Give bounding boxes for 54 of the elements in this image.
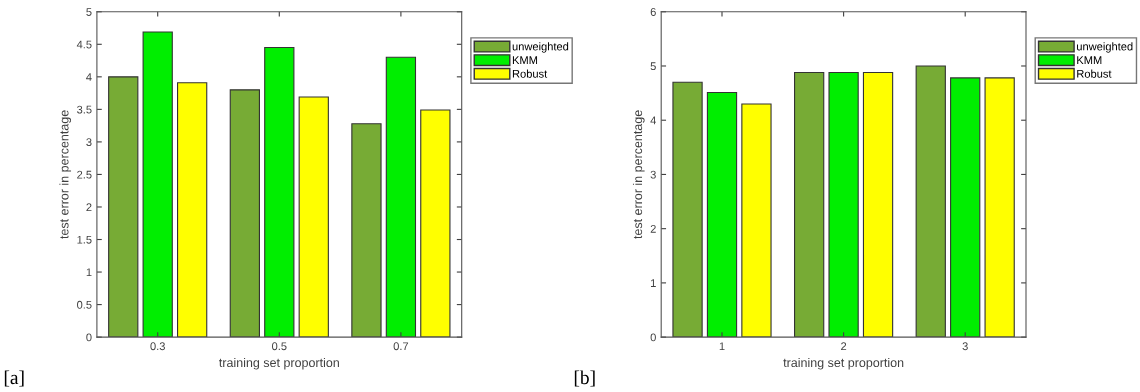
y-tick-label: 3.5 <box>77 105 92 114</box>
text: [b] <box>574 370 595 387</box>
bar <box>108 76 139 338</box>
bar <box>793 71 825 338</box>
x-axis-title: training set proportion <box>783 357 904 370</box>
bar <box>298 96 329 338</box>
legend-label: KMM <box>1077 56 1102 64</box>
bar <box>177 82 208 338</box>
legend-label: unweighted <box>512 42 569 53</box>
text: [a] <box>4 370 24 387</box>
y-tick-label: 1.5 <box>77 235 92 244</box>
y-tick-label: 3 <box>86 138 92 147</box>
y-tick-label: 2.5 <box>77 170 92 179</box>
y-tick-label: 4 <box>650 116 657 125</box>
y-axis-title: test error in percentage <box>632 110 645 239</box>
bar <box>229 89 260 338</box>
y-axis-title: test error in percentage <box>59 110 72 239</box>
y-tick-label: 6 <box>650 8 656 16</box>
y-tick-label: 2 <box>650 224 656 233</box>
bar <box>672 81 703 338</box>
x-tick-label: 1 <box>719 342 725 351</box>
bar <box>741 103 772 338</box>
y-tick-label: 1 <box>86 268 92 277</box>
bar <box>950 77 981 338</box>
bar <box>915 65 946 338</box>
y-tick-label: 3 <box>650 170 656 179</box>
y-tick-label: 5 <box>86 8 92 16</box>
bar <box>420 109 451 338</box>
bar <box>351 123 382 338</box>
x-tick-label: 0.3 <box>150 342 165 351</box>
x-tick-label: 3 <box>962 342 968 351</box>
bar <box>862 71 894 338</box>
y-tick-label: 0 <box>86 333 92 342</box>
x-tick-label: 0.7 <box>393 342 409 351</box>
y-tick-label: 0 <box>650 333 656 342</box>
legend-label: Robust <box>1077 69 1112 78</box>
bar <box>142 31 173 338</box>
y-tick-label: 5 <box>650 62 656 71</box>
legend-label: unweighted <box>1077 42 1133 53</box>
y-tick-label: 4.5 <box>76 40 92 49</box>
legend-label: Robust <box>512 69 548 78</box>
y-tick-label: 4 <box>86 73 92 81</box>
y-tick-label: 0.5 <box>77 300 92 309</box>
bar <box>385 56 417 338</box>
bar <box>264 46 295 338</box>
bar <box>706 92 738 338</box>
legend-label: KMM <box>512 56 538 64</box>
y-tick-label: 2 <box>86 203 92 211</box>
bar <box>828 71 859 338</box>
y-tick-label: 1 <box>651 279 656 287</box>
bar <box>984 77 1015 338</box>
x-tick-label: 2 <box>841 342 847 351</box>
x-tick-label: 0.5 <box>272 342 287 351</box>
x-axis-title: training set proportion <box>219 357 339 370</box>
